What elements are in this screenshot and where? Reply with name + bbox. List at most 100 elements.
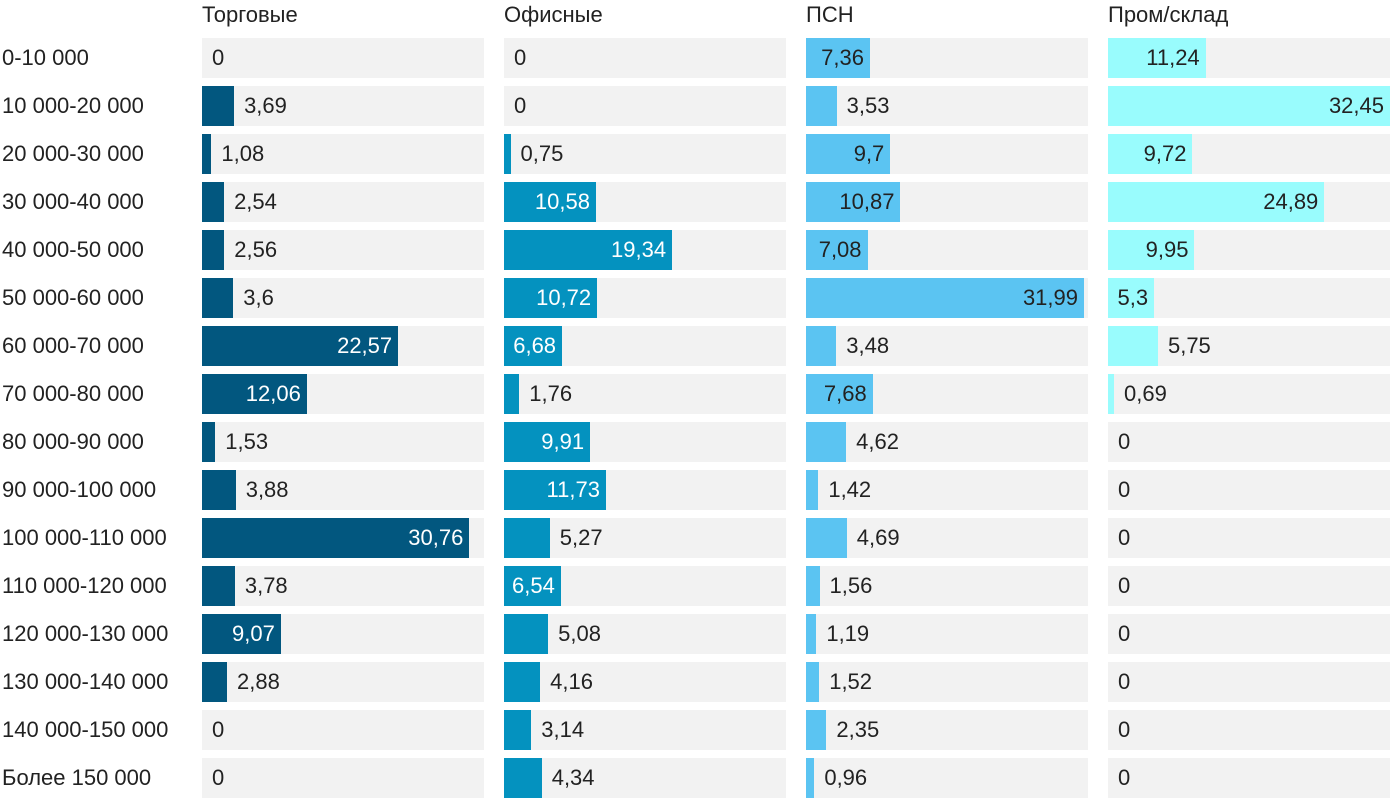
bar bbox=[504, 278, 598, 318]
data-label: 4,16 bbox=[550, 669, 593, 694]
bar bbox=[806, 134, 891, 174]
bar-track: 0 bbox=[1108, 710, 1390, 750]
row-label: 40 000-50 000 bbox=[2, 237, 144, 262]
bar-track: 0 bbox=[202, 38, 484, 78]
data-label: 10,58 bbox=[534, 189, 590, 214]
data-label: 0,69 bbox=[1123, 381, 1167, 406]
bar-track: 1,76 bbox=[504, 374, 786, 414]
bar bbox=[202, 662, 228, 702]
bar bbox=[806, 662, 820, 702]
data-label: 19,34 bbox=[611, 237, 667, 262]
data-label: 0,96 bbox=[824, 765, 868, 790]
row-label: 110 000-120 000 bbox=[2, 573, 167, 598]
bar-track: 32,45 bbox=[1108, 86, 1390, 126]
bar-track: 2,56 bbox=[202, 230, 484, 270]
data-label: 1,76 bbox=[529, 381, 573, 406]
data-label: 3,69 bbox=[244, 93, 287, 118]
bar-track: 9,91 bbox=[504, 422, 786, 462]
data-label: 11,73 bbox=[546, 477, 600, 502]
data-label: 0 bbox=[514, 93, 527, 118]
data-label: 9,72 bbox=[1143, 141, 1187, 166]
data-label: 4,69 bbox=[856, 525, 900, 550]
data-label: 0 bbox=[212, 765, 225, 790]
bar-track: 19,34 bbox=[504, 230, 786, 270]
bar-track: 24,89 bbox=[1108, 182, 1390, 222]
bar-track: 1,52 bbox=[806, 662, 1088, 702]
bar bbox=[504, 662, 541, 702]
data-label: 9,7 bbox=[853, 141, 885, 166]
bar bbox=[1108, 326, 1158, 366]
bar-track: 11,24 bbox=[1108, 38, 1390, 78]
data-label: 0 bbox=[1118, 669, 1131, 694]
bar-track: 3,48 bbox=[806, 326, 1088, 366]
series-title: Торговые bbox=[202, 2, 298, 27]
row-label: 60 000-70 000 bbox=[2, 333, 144, 358]
bar-track: 12,06 bbox=[202, 374, 484, 414]
bar-track: 1,19 bbox=[806, 614, 1088, 654]
data-label: 4,34 bbox=[551, 765, 595, 790]
bar bbox=[1108, 86, 1390, 126]
data-label: 7,36 bbox=[821, 45, 864, 70]
data-label: 10,72 bbox=[536, 285, 592, 310]
data-label: 0 bbox=[514, 45, 527, 70]
data-label: 0 bbox=[1118, 765, 1131, 790]
bar-track: 0 bbox=[1108, 470, 1390, 510]
bar-track: 0 bbox=[1108, 422, 1390, 462]
bar-track: 6,68 bbox=[504, 326, 786, 366]
bar-track: 3,53 bbox=[806, 86, 1088, 126]
bar-track: 1,53 bbox=[202, 422, 484, 462]
bar bbox=[202, 134, 212, 174]
row-label: 50 000-60 000 bbox=[2, 285, 144, 310]
bar bbox=[504, 182, 596, 222]
row-label: Более 150 000 bbox=[2, 765, 152, 790]
data-label: 9,91 bbox=[541, 429, 585, 454]
row-label: 80 000-90 000 bbox=[2, 429, 144, 454]
data-label: 32,45 bbox=[1328, 93, 1384, 118]
bar-track: 10,72 bbox=[504, 278, 786, 318]
row-label: 120 000-130 000 bbox=[2, 621, 169, 646]
bar-track: 1,42 bbox=[806, 470, 1088, 510]
bar-track: 22,57 bbox=[202, 326, 484, 366]
bar bbox=[806, 710, 827, 750]
bar bbox=[1108, 374, 1114, 414]
bar-track: 9,95 bbox=[1108, 230, 1390, 270]
bar bbox=[504, 134, 511, 174]
data-label: 11,24 bbox=[1146, 45, 1200, 70]
data-label: 0 bbox=[1118, 621, 1131, 646]
data-label: 9,95 bbox=[1145, 237, 1189, 262]
bar bbox=[806, 470, 819, 510]
bar-track: 11,73 bbox=[504, 470, 786, 510]
data-label: 3,6 bbox=[243, 285, 274, 310]
bar bbox=[504, 758, 542, 798]
data-label: 2,88 bbox=[237, 669, 280, 694]
bar-track: 0 bbox=[1108, 518, 1390, 558]
bar bbox=[504, 614, 549, 654]
row-label: 70 000-80 000 bbox=[2, 381, 144, 406]
bar-track: 3,6 bbox=[202, 278, 484, 318]
bar bbox=[202, 518, 470, 558]
bar bbox=[806, 326, 837, 366]
bar bbox=[806, 614, 817, 654]
bar-track: 31,99 bbox=[806, 278, 1088, 318]
bar bbox=[806, 566, 820, 606]
bar bbox=[806, 374, 873, 414]
data-label: 3,48 bbox=[846, 333, 890, 358]
bar-track: 4,34 bbox=[504, 758, 786, 798]
data-label: 5,27 bbox=[559, 525, 603, 550]
bar-track: 4,69 bbox=[806, 518, 1088, 558]
bar bbox=[202, 86, 235, 126]
series-title: Офисные bbox=[504, 2, 603, 27]
data-label: 0 bbox=[212, 45, 225, 70]
row-label: 130 000-140 000 bbox=[2, 669, 169, 694]
data-label: 0,75 bbox=[520, 141, 564, 166]
data-label: 9,07 bbox=[232, 621, 275, 646]
bar-track: 0 bbox=[1108, 662, 1390, 702]
bar-track: 5,08 bbox=[504, 614, 786, 654]
bar bbox=[1108, 134, 1193, 174]
bar bbox=[202, 614, 281, 654]
data-label: 2,35 bbox=[836, 717, 880, 742]
bar bbox=[504, 374, 520, 414]
data-label: 1,42 bbox=[828, 477, 872, 502]
data-label: 0 bbox=[1118, 717, 1131, 742]
